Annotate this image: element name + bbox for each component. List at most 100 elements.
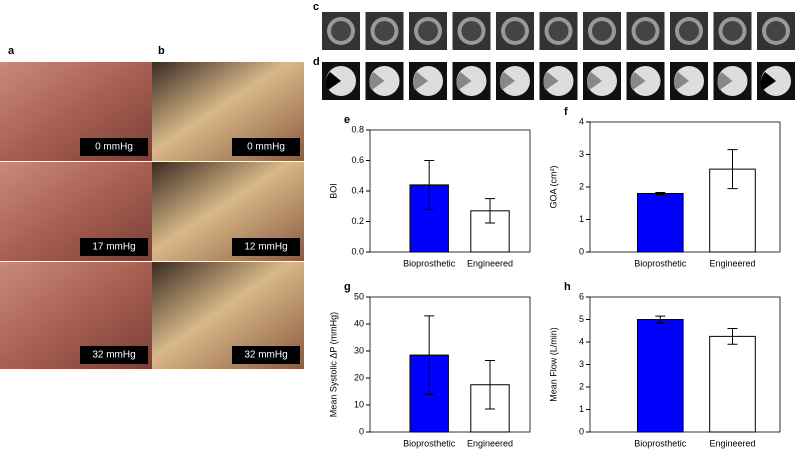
panel-label: g	[344, 281, 351, 293]
photo-label-box	[80, 346, 148, 364]
y-axis-label: Mean Systolic ΔP (mmHg)	[328, 312, 338, 417]
y-tick-label: 0	[579, 246, 584, 256]
photo-label: 32 mmHg	[244, 350, 287, 361]
panel-label: a	[8, 45, 15, 57]
y-tick-label: 4	[579, 116, 584, 126]
panel-label: f	[564, 106, 568, 118]
x-tick-label: Bioprosthetic	[403, 258, 456, 268]
photo-label: 17 mmHg	[92, 242, 135, 253]
thumb-leaflet	[760, 72, 776, 90]
thumb-inner	[374, 21, 395, 41]
thumb-inner	[461, 21, 482, 41]
photo-label-box	[80, 138, 148, 156]
plot-frame	[589, 121, 781, 253]
y-tick-label: 6	[579, 291, 584, 301]
y-tick-label: 50	[354, 291, 364, 301]
y-tick-label: 0	[579, 426, 584, 436]
y-tick-label: 2	[579, 181, 584, 191]
y-tick-label: 0.4	[351, 185, 364, 195]
error-bar	[485, 359, 495, 410]
error-bar	[485, 198, 495, 224]
y-tick-label: 20	[354, 372, 364, 382]
y-tick-label: 4	[579, 336, 584, 346]
thumb-inner	[548, 21, 569, 41]
thumb-leaflet	[717, 72, 733, 90]
thumbnails	[322, 12, 795, 100]
thumb-inner	[722, 21, 743, 41]
x-tick-label: Engineered	[467, 258, 513, 268]
y-tick-label: 1	[579, 404, 584, 414]
panel-label: c	[313, 1, 319, 13]
y-tick-label: 40	[354, 318, 364, 328]
photo-label-box	[232, 238, 300, 256]
y-tick-label: 0	[359, 426, 364, 436]
thumb-leaflet	[543, 72, 559, 90]
thumb-leaflet	[456, 72, 472, 90]
photo-label: 0 mmHg	[247, 142, 285, 153]
thumb-leaflet	[673, 72, 689, 90]
plot-frame	[589, 296, 781, 433]
y-tick-label: 0.6	[351, 155, 364, 165]
thumb-inner	[331, 21, 351, 41]
thumb-inner	[418, 21, 438, 41]
x-tick-label: Bioprosthetic	[634, 438, 687, 448]
photos: 0 mmHg 17 mmHg 32 mmHg 0 mmHg 12 mmHg 32 mmHg	[0, 62, 304, 369]
y-tick-label: 1	[579, 214, 584, 224]
bar	[637, 193, 684, 253]
thumb-inner	[766, 21, 786, 41]
error-bar	[424, 315, 435, 395]
error-bar	[727, 149, 738, 190]
plot-frame	[369, 296, 531, 433]
y-axis-label: Mean Flow (L/min)	[548, 327, 558, 402]
y-tick-label: 0.8	[351, 124, 364, 134]
panel-label: d	[313, 56, 320, 68]
panel-label: b	[158, 45, 165, 57]
error-bar	[424, 160, 435, 210]
x-tick-label: Engineered	[467, 438, 513, 448]
chart: h Mean Flow (L/min) 0 1 2 3 4 5 6 Bioprosthetic En…	[548, 281, 781, 448]
chart: e BOI 0.0 0.2 0.4 0.6 0.8 Bioprosthetic Engineer…	[328, 114, 531, 268]
thumb-leaflet	[369, 72, 385, 90]
y-tick-label: 10	[354, 399, 364, 409]
photo-label: 32 mmHg	[92, 350, 135, 361]
plot-frame	[369, 129, 531, 253]
y-tick-label: 30	[354, 345, 364, 355]
error-bar	[655, 315, 666, 324]
y-axis-label: BOI	[328, 183, 338, 199]
photo-label-box	[80, 238, 148, 256]
x-tick-label: Engineered	[709, 438, 755, 448]
photo-label-box	[232, 346, 300, 364]
y-tick-label: 5	[579, 314, 584, 324]
thumb-inner	[592, 21, 612, 41]
photo-label: 12 mmHg	[244, 242, 287, 253]
y-tick-label: 3	[579, 359, 584, 369]
thumb-leaflet	[325, 72, 341, 90]
y-tick-label: 0.2	[351, 216, 364, 226]
photo-label-box	[232, 138, 300, 156]
x-tick-label: Bioprosthetic	[403, 438, 456, 448]
panel-label: h	[564, 281, 571, 293]
photo-label: 0 mmHg	[95, 142, 133, 153]
chart: g Mean Systolic ΔP (mmHg) 0 10 20 30 40 50 Biopr…	[328, 281, 531, 448]
thumb-inner	[679, 21, 699, 41]
thumb-leaflet	[630, 72, 646, 90]
y-axis-label: GOA (cm²)	[548, 166, 558, 209]
thumb-leaflet	[412, 72, 428, 90]
thumb-leaflet	[586, 72, 602, 90]
chart: f GOA (cm²) 0 1 2 3 4 Bioprosthetic Engineered	[548, 106, 781, 268]
bar	[709, 335, 756, 433]
bar	[637, 319, 684, 433]
error-bar	[655, 192, 666, 195]
panel-label: e	[344, 114, 350, 126]
thumb-inner	[505, 21, 525, 41]
y-tick-label: 0.0	[351, 246, 364, 256]
y-tick-label: 3	[579, 149, 584, 159]
thumb-leaflet	[499, 72, 515, 90]
x-tick-label: Bioprosthetic	[634, 258, 687, 268]
x-tick-label: Engineered	[709, 258, 755, 268]
y-tick-label: 2	[579, 381, 584, 391]
thumb-inner	[635, 21, 656, 41]
error-bar	[727, 328, 738, 345]
